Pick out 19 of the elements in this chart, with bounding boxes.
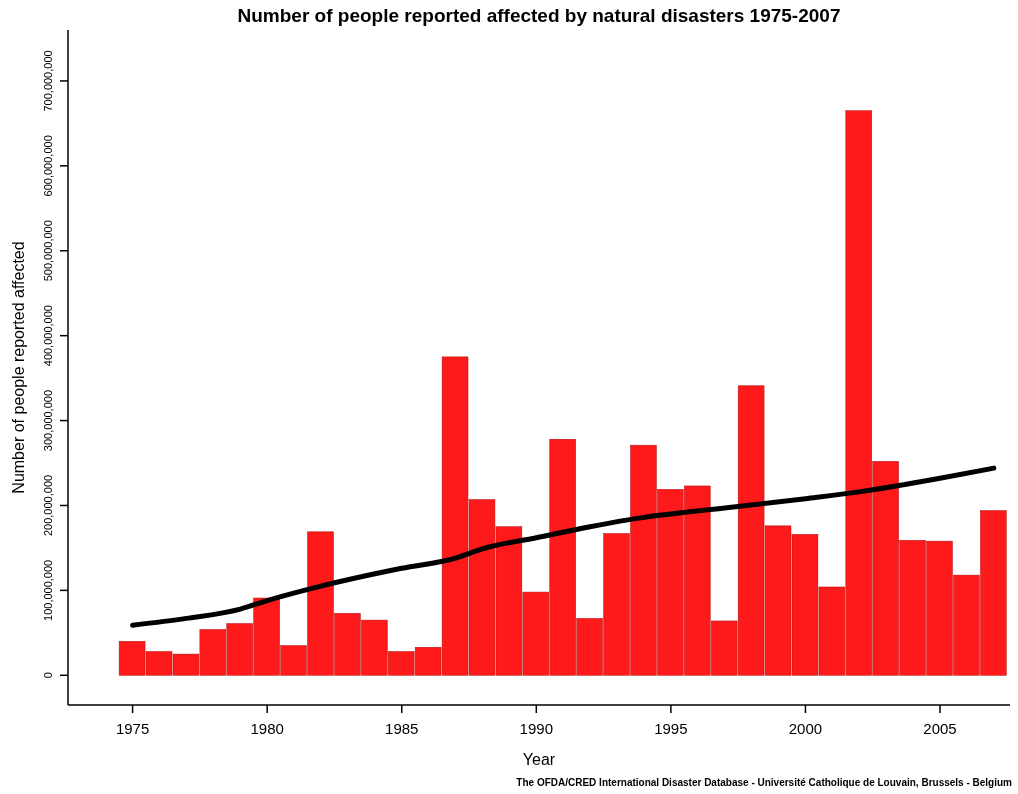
y-tick-label: 700,000,000 [42,50,54,112]
x-tick-label: 1975 [115,720,150,737]
y-tick-label: 400,000,000 [42,305,54,367]
y-axis-title: Number of people reported affected [10,241,27,494]
y-tick-label: 200,000,000 [42,474,54,537]
y-tick-label: 600,000,000 [42,135,54,197]
x-tick-label: 1980 [250,720,284,737]
x-tick-label: 2000 [788,720,823,737]
text: The OFDA/CRED International Disaster Database - Université Catholique de Louvain, Brussels - Belgium [516,777,1013,788]
y-tick-label: 100,000,000 [42,559,54,621]
x-tick-label: 1995 [654,720,688,737]
x-axis-title: Year [522,751,556,768]
chart-title: Number of people reported affected by natural disasters 1975-2007 [237,5,841,26]
y-tick-label: 300,000,000 [42,389,54,452]
x-tick-label: 1990 [519,720,553,737]
y-tick-label: 500,000,000 [42,220,54,282]
x-tick-label: 2005 [923,720,957,737]
y-tick-label: 0 [42,672,54,679]
x-tick-label: 1985 [385,720,419,737]
